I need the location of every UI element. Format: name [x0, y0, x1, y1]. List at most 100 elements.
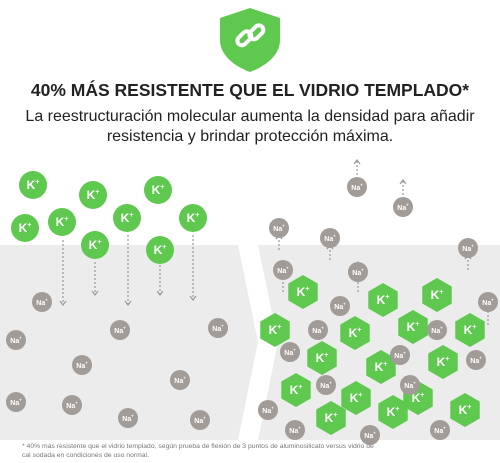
ion-charge: + [95, 187, 99, 196]
potassium-ion [19, 171, 47, 199]
ion-symbol: Na [277, 268, 286, 275]
ion-charge: + [333, 234, 336, 239]
ion-label: K+ [154, 242, 167, 257]
ion-charge: + [35, 177, 39, 186]
potassium-ion [260, 313, 290, 347]
ion-label: K+ [412, 390, 425, 405]
ion-charge: + [472, 322, 476, 331]
ion-symbol: Na [36, 300, 45, 307]
ion-charge: + [329, 381, 332, 386]
ion-label: Na+ [462, 244, 474, 253]
potassium-ion [48, 208, 76, 236]
ion-symbol: K [407, 320, 416, 334]
potassium-ion [366, 350, 396, 384]
ion-label: Na+ [352, 268, 364, 277]
ion-label: Na+ [320, 381, 332, 390]
potassium-ion [398, 310, 428, 344]
potassium-ion [81, 231, 109, 259]
ion-symbol: K [377, 293, 386, 307]
ion-symbol: Na [289, 428, 298, 435]
ion-charge: + [321, 326, 324, 331]
sodium-ion [330, 296, 350, 316]
potassium-ion [179, 204, 207, 232]
ion-label: Na+ [277, 266, 289, 275]
ion-label: Na+ [404, 381, 416, 390]
ion-charge: + [324, 350, 328, 359]
ion-label: K+ [187, 210, 200, 225]
arrow-head [91, 290, 99, 296]
potassium-ion [288, 275, 318, 309]
ion-label: Na+ [397, 203, 409, 212]
ion-label: K+ [464, 322, 477, 337]
ion-symbol: K [325, 411, 334, 425]
arrow-head [353, 159, 361, 165]
potassium-ion [307, 341, 337, 375]
ion-label: K+ [459, 402, 472, 417]
sodium-ion [308, 320, 328, 340]
ion-symbol: Na [10, 338, 19, 345]
potassium-ion [378, 395, 408, 429]
ion-symbol: K [121, 211, 130, 225]
ion-charge: + [45, 298, 48, 303]
ion-charge: + [203, 416, 206, 421]
potassium-ion [144, 176, 172, 204]
ion-symbol: K [290, 383, 299, 397]
ion-symbol: Na [351, 185, 360, 192]
sodium-ion [393, 197, 413, 217]
ion-symbol: Na [194, 418, 203, 425]
potassium-ion [455, 313, 485, 347]
ion-symbol: Na [397, 205, 406, 212]
ion-symbol: K [431, 288, 440, 302]
footnote: * 40% más resistente que el vidrio templ… [22, 443, 374, 450]
ion-charge: + [333, 410, 337, 419]
ion-charge: + [19, 398, 22, 403]
sodium-ion [280, 342, 300, 362]
subtitle: La reestructuración molecular aumenta la… [25, 108, 475, 125]
arrow-head [156, 290, 164, 296]
ion-charge: + [277, 322, 281, 331]
ion-charge: + [160, 182, 164, 191]
ion-symbol: K [387, 405, 396, 419]
ion-label: Na+ [364, 431, 376, 440]
ion-charge: + [298, 382, 302, 391]
ion-symbol: Na [434, 428, 443, 435]
sodium-ion [258, 400, 278, 420]
ion-label: K+ [19, 220, 32, 235]
ion-symbol: K [350, 391, 359, 405]
ion-symbol: K [89, 238, 98, 252]
subtitle: resistencia y brindar protección máxima. [107, 128, 393, 145]
ion-symbol: Na [273, 226, 282, 233]
arrow-head [399, 179, 407, 185]
ion-symbol: Na [66, 403, 75, 410]
sodium-ion [430, 420, 450, 440]
potassium-ion [368, 283, 398, 317]
potassium-ion [428, 345, 458, 379]
ion-symbol: Na [470, 358, 479, 365]
ion-symbol: Na [284, 350, 293, 357]
ion-symbol: Na [122, 416, 131, 423]
potassium-ion [450, 393, 480, 427]
sodium-ion [458, 238, 478, 258]
ion-label: K+ [290, 382, 303, 397]
sodium-ion [6, 392, 26, 412]
ion-charge: + [471, 244, 474, 249]
ion-symbol: K [412, 391, 421, 405]
ion-label: Na+ [114, 326, 126, 335]
ion-symbol: K [464, 323, 473, 337]
ion-charge: + [183, 376, 186, 381]
ion-symbol: K [87, 188, 96, 202]
ion-symbol: Na [114, 328, 123, 335]
sodium-ion [6, 330, 26, 350]
sodium-ion [32, 292, 52, 312]
ion-label: K+ [89, 237, 102, 252]
arrow-head [124, 300, 132, 306]
ion-charge: + [467, 402, 471, 411]
footnote: cal sodada en condiciones de uso normal. [22, 452, 149, 459]
ion-charge: + [19, 336, 22, 341]
ion-symbol: K [19, 221, 28, 235]
ion-symbol: Na [10, 400, 19, 407]
ion-label: K+ [349, 325, 362, 340]
transition-arrow [238, 245, 278, 440]
ion-charge: + [385, 292, 389, 301]
